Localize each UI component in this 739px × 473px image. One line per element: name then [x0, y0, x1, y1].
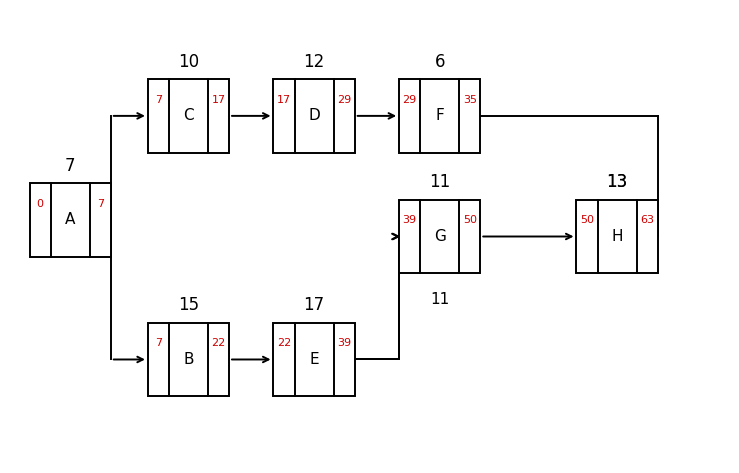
Text: E: E — [309, 352, 319, 367]
Text: 39: 39 — [337, 338, 351, 348]
Bar — [273, 323, 355, 396]
Text: G: G — [434, 229, 446, 244]
Text: C: C — [183, 108, 194, 123]
Text: 7: 7 — [154, 338, 162, 348]
Bar — [148, 323, 229, 396]
Text: 17: 17 — [211, 95, 225, 105]
Text: 13: 13 — [607, 173, 627, 191]
Text: 7: 7 — [97, 199, 104, 209]
Bar — [399, 79, 480, 152]
Bar — [399, 200, 480, 273]
Text: 35: 35 — [463, 95, 477, 105]
Text: 17: 17 — [304, 296, 324, 315]
Text: 12: 12 — [304, 53, 324, 71]
Text: 50: 50 — [580, 215, 594, 225]
Text: B: B — [183, 352, 194, 367]
Text: 22: 22 — [211, 338, 225, 348]
Text: 7: 7 — [65, 157, 75, 175]
Text: 11: 11 — [430, 292, 449, 307]
Text: D: D — [308, 108, 320, 123]
Text: 11: 11 — [429, 173, 450, 191]
Text: 39: 39 — [403, 215, 417, 225]
Text: 6: 6 — [435, 53, 445, 71]
Text: 29: 29 — [403, 95, 417, 105]
Text: 10: 10 — [178, 53, 199, 71]
Text: 63: 63 — [640, 215, 654, 225]
Text: 13: 13 — [607, 173, 627, 191]
Text: 0: 0 — [37, 199, 44, 209]
Text: 15: 15 — [178, 296, 199, 315]
Text: 50: 50 — [463, 215, 477, 225]
Text: H: H — [611, 229, 623, 244]
Text: 7: 7 — [154, 95, 162, 105]
Bar — [30, 183, 111, 256]
Text: 22: 22 — [277, 338, 291, 348]
Bar — [148, 79, 229, 152]
Text: 29: 29 — [337, 95, 351, 105]
Text: A: A — [65, 212, 75, 228]
Bar — [273, 79, 355, 152]
Bar — [576, 200, 658, 273]
Text: F: F — [435, 108, 444, 123]
Text: 17: 17 — [277, 95, 291, 105]
